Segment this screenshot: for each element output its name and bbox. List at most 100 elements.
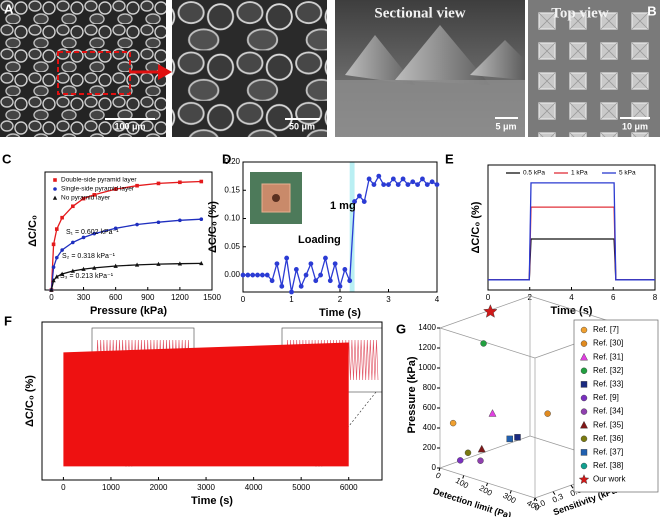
marker <box>245 272 251 278</box>
legend-label: Ref. [9] <box>593 393 619 402</box>
annotation: 1 mg <box>330 200 356 212</box>
x-tick <box>462 475 465 479</box>
legend-label: Ref. [7] <box>593 325 619 334</box>
legend-marker <box>580 449 588 456</box>
substrate <box>335 80 525 137</box>
legend-marker <box>580 340 588 347</box>
z-tick-label: 800 <box>423 383 437 392</box>
marker <box>514 434 521 441</box>
marker <box>199 217 204 221</box>
z-tick-label: 1200 <box>418 343 436 352</box>
x-tick <box>438 467 441 472</box>
marker <box>250 272 256 278</box>
legend-label: Ref. [37] <box>593 448 623 457</box>
marker <box>92 193 97 197</box>
panel-letter: D <box>222 151 231 166</box>
legend-label: Single-side pyramid layer <box>61 186 135 193</box>
x-tick-label: 600 <box>109 293 123 302</box>
sem-image <box>528 0 660 137</box>
marker <box>449 419 457 427</box>
marker <box>457 457 464 464</box>
marker <box>279 283 285 289</box>
marker <box>424 182 430 188</box>
marker <box>134 262 140 267</box>
marker <box>264 272 270 278</box>
y-tick-label: 0.15 <box>224 185 240 194</box>
marker <box>332 261 338 267</box>
legend-label: 5 kPa <box>619 170 636 177</box>
marker <box>327 278 333 284</box>
marker <box>199 261 204 266</box>
x-tick <box>509 490 512 494</box>
legend-marker <box>53 187 57 191</box>
marker <box>60 215 64 220</box>
sem-image <box>172 0 327 137</box>
x-tick-label: 8 <box>653 293 658 302</box>
z-axis-label: Pressure (kPa) <box>406 356 418 433</box>
marker <box>429 179 435 185</box>
x-tick-label: 900 <box>141 293 155 302</box>
x-tick-label: 2 <box>338 295 343 304</box>
legend-label: Ref. [38] <box>593 461 623 470</box>
panel-letter: E <box>445 151 454 166</box>
x-tick-label: 3 <box>386 295 391 304</box>
z-tick-label: 200 <box>423 443 437 452</box>
pyramid <box>345 35 415 85</box>
x-tick-label: 6000 <box>340 483 358 492</box>
marker <box>177 261 183 266</box>
x-tick-label: 100 <box>454 476 471 491</box>
y-axis-label: ΔC/C₀ <box>27 215 39 247</box>
marker <box>199 179 204 184</box>
marker <box>49 287 54 292</box>
z-tick-label: 1400 <box>418 323 436 332</box>
marker <box>178 180 182 185</box>
inset-photo-weight <box>272 194 280 202</box>
marker <box>81 266 86 271</box>
legend-marker <box>580 420 588 429</box>
legend-label: 0.5 kPa <box>523 170 545 177</box>
marker <box>54 274 59 279</box>
y-axis-label: ΔC/C₀ (%) <box>470 201 482 253</box>
x-tick-label: 0 <box>434 471 443 481</box>
line <box>488 206 655 281</box>
scale-label: 50 μm <box>289 121 315 131</box>
y-tick-label: 0.05 <box>224 242 240 251</box>
x-tick-label: 1500 <box>203 293 221 302</box>
legend-label: 1 kPa <box>571 170 588 177</box>
x-tick-label: 4 <box>569 293 574 302</box>
pyramid <box>395 25 490 85</box>
marker <box>156 220 161 225</box>
x-tick <box>486 482 488 487</box>
legend-marker <box>53 178 57 182</box>
z-tick-label: 400 <box>423 423 437 432</box>
x-tick-label: 0 <box>49 293 54 302</box>
legend-marker <box>580 381 588 388</box>
legend-label: Ref. [32] <box>593 366 623 375</box>
marker <box>323 255 328 261</box>
marker <box>298 283 304 289</box>
marker <box>395 182 401 188</box>
marker <box>269 278 275 284</box>
y-tick <box>570 484 574 489</box>
marker <box>347 278 353 284</box>
marker <box>59 271 65 276</box>
marker <box>255 272 260 278</box>
marker <box>477 444 486 453</box>
plot-frame <box>487 164 656 291</box>
marker <box>51 278 56 283</box>
highlight-band <box>349 162 355 292</box>
marker <box>313 278 319 284</box>
marker <box>178 218 182 223</box>
marker <box>289 289 294 295</box>
marker <box>361 199 367 204</box>
legend-label: No pyramid layer <box>61 195 111 202</box>
z-tick-label: 600 <box>423 403 437 412</box>
marker <box>113 187 118 191</box>
annotation: S₃ = 0.213 kPa⁻¹ <box>60 273 114 280</box>
marker <box>70 268 75 273</box>
legend-label: Ref. [36] <box>593 434 623 443</box>
legend-marker <box>52 195 58 200</box>
x-tick-label: 1 <box>289 295 294 304</box>
